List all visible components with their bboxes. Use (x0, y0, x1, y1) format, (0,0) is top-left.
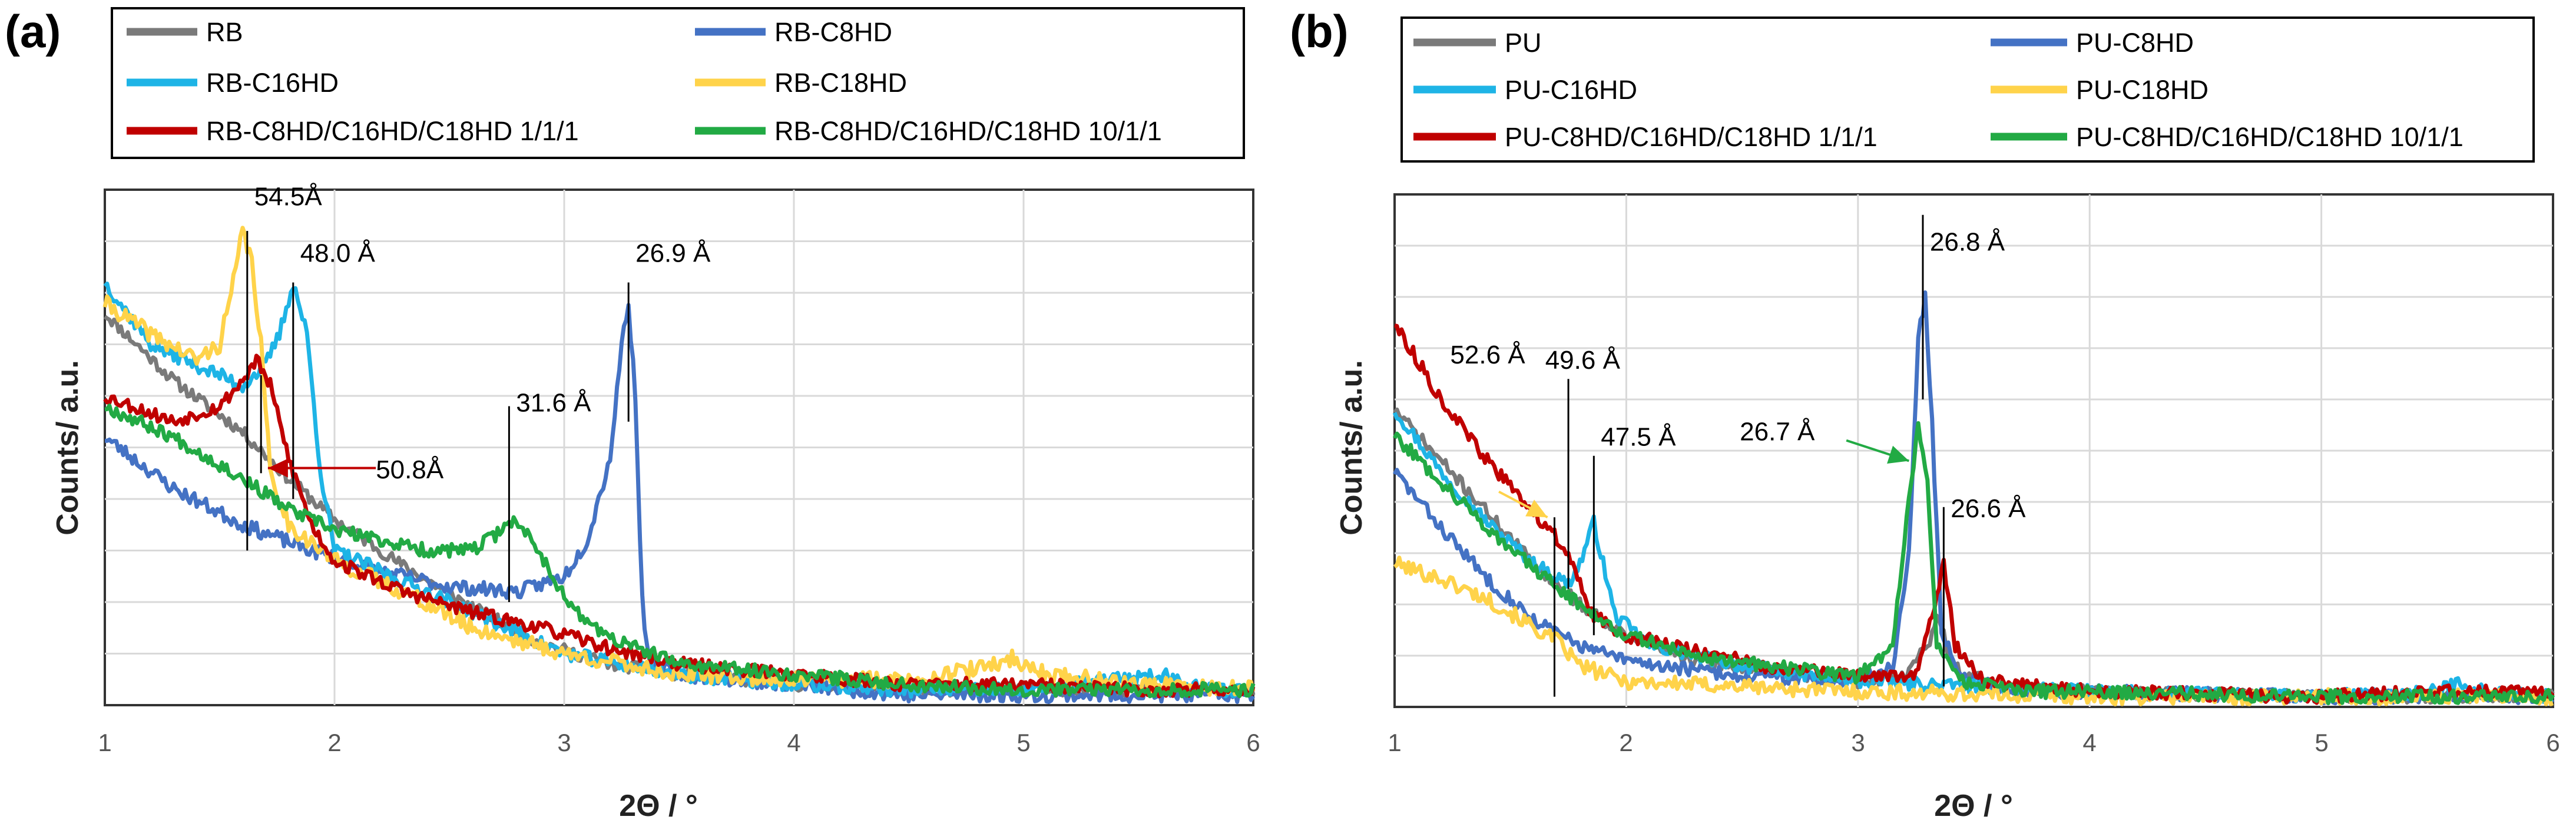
x-tick-a-4: 4 (787, 729, 800, 756)
annotation-arrowhead (267, 458, 288, 478)
annotation-label: 26.8 Å (1930, 228, 2005, 257)
series-line-rb-c8hd-c16hd-c18hd-1-1-1 (103, 353, 1256, 699)
x-axis-title-a: 2Θ / ° (619, 789, 698, 823)
annotation-label: 26.9 Å (635, 239, 711, 268)
annotation-label: 50.8Å (376, 455, 444, 484)
annotation-label: 49.6 Å (1545, 346, 1621, 375)
x-tick-b-2: 2 (1619, 729, 1633, 756)
legend-a: RB RB-C8HD RB-C16HD RB-C18HD RB-C8HD/C16… (127, 17, 1162, 146)
series-a (102, 226, 1256, 704)
x-tick-a-1: 1 (98, 729, 111, 756)
series-line-rb-c8hd-c16hd-c18hd-10-1-1 (104, 404, 1256, 699)
grid-b (1395, 194, 2553, 707)
y-axis-title-a: Counts/ a.u. (51, 360, 85, 536)
series-line-pu-c8hd-c16hd-c18hd-10-1-1 (1392, 421, 2555, 706)
legend-b-label-pu-c18hd: PU-C18HD (2076, 75, 2209, 105)
series-b (1392, 290, 2555, 706)
x-tick-b-1: 1 (1388, 729, 1401, 756)
legend-b-label-pu-mix-111: PU-C8HD/C16HD/C18HD 1/1/1 (1505, 122, 1878, 152)
annotation-label: 48.0 Å (300, 239, 376, 268)
legend-a-label-rb: RB (206, 17, 243, 47)
legend-a-label-rb-c16hd: RB-C16HD (206, 68, 339, 98)
legend-b-box (1400, 16, 2535, 163)
x-tick-b-6: 6 (2546, 729, 2560, 756)
annotation-label: 31.6 Å (516, 388, 591, 417)
annotations-a: 54.5Å 48.0 Å 26.9 Å 31.6 Å 50.8Å (246, 182, 711, 602)
annotation-label: 26.6 Å (1951, 494, 2026, 523)
legend-a-label-rb-c18hd: RB-C18HD (774, 68, 907, 98)
x-tick-b-5: 5 (2315, 729, 2328, 756)
x-axis-title-b: 2Θ / ° (1934, 789, 2013, 823)
annotation-arrowhead (1525, 500, 1548, 518)
panel-b-label: (b) (1290, 5, 1349, 57)
legend-a-label-rb-c8hd: RB-C8HD (774, 17, 892, 47)
panel-b: (b) PU PU-C8HD PU-C16HD PU-C18HD PU-C8HD… (1290, 5, 2560, 823)
legend-b-label-pu: PU (1505, 28, 1542, 58)
y-axis-title-b: Counts/ a.u. (1335, 360, 1369, 536)
legend-b-label-pu-c8hd: PU-C8HD (2076, 28, 2194, 58)
x-tick-a-3: 3 (557, 729, 571, 756)
annotation-arrowhead (1887, 445, 1909, 464)
x-tick-a-5: 5 (1017, 729, 1030, 756)
annotation-label: 26.7 Å (1740, 418, 1815, 447)
legend-b-label-pu-c16hd: PU-C16HD (1505, 75, 1637, 105)
x-tick-a-2: 2 (327, 729, 341, 756)
panel-a: (a) RB RB-C8HD RB-C16HD RB-C18HD RB-C8HD… (5, 5, 1260, 823)
x-tick-b-4: 4 (2082, 729, 2096, 756)
annotations-b: 26.8 Å 52.6 Å 49.6 Å 47.5 Å 26.7 Å 26.6 Å (1450, 214, 2026, 697)
legend-b: PU PU-C8HD PU-C16HD PU-C18HD PU-C8HD/C16… (1413, 28, 2464, 152)
annotation-label: 54.5Å (254, 182, 323, 211)
panel-a-label: (a) (5, 5, 61, 57)
legend-a-label-rb-mix-111: RB-C8HD/C16HD/C18HD 1/1/1 (206, 116, 579, 146)
x-tick-b-3: 3 (1851, 729, 1865, 756)
annotation-label: 47.5 Å (1601, 422, 1676, 451)
legend-a-label-rb-mix-1011: RB-C8HD/C16HD/C18HD 10/1/1 (774, 116, 1162, 146)
x-tick-a-6: 6 (1246, 729, 1260, 756)
legend-a-box (111, 7, 1245, 159)
series-line-pu-c8hd-c16hd-c18hd-1-1-1 (1394, 323, 2555, 705)
annotation-label: 52.6 Å (1450, 341, 1525, 369)
series-line-rb-c18hd (102, 226, 1256, 697)
legend-b-label-pu-mix-1011: PU-C8HD/C16HD/C18HD 10/1/1 (2076, 122, 2464, 152)
